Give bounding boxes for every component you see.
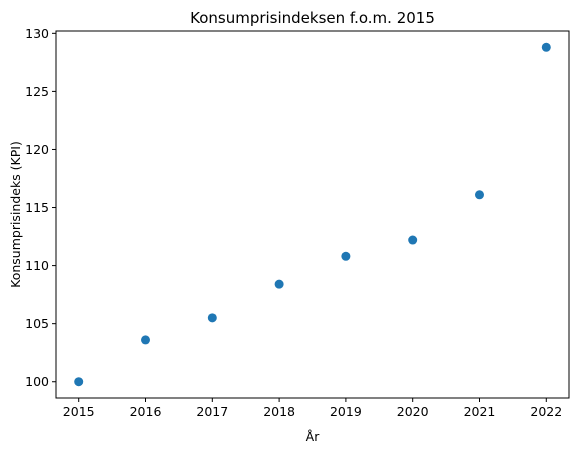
data-point [341,251,351,261]
y-axis-label: Konsumprisindeks (KPI) [8,141,23,288]
x-axis: 2015 2016 2017 2018 2019 2020 2021 2022 [63,398,562,419]
x-tick-label: 2018 [263,404,295,419]
x-tick-label: 2017 [196,404,228,419]
x-tick-label: 2015 [63,404,95,419]
x-tick-label: 2016 [130,404,162,419]
y-tick-label: 125 [25,84,49,99]
data-point [74,377,84,387]
y-tick-label: 120 [25,142,49,157]
y-tick-label: 105 [25,316,49,331]
y-tick-label: 130 [25,26,49,41]
y-tick-label: 110 [25,258,49,273]
data-point [274,279,284,289]
data-point [408,235,418,245]
y-tick-label: 100 [25,374,49,389]
data-point [474,190,484,200]
chart-title: Konsumprisindeksen f.o.m. 2015 [190,9,435,27]
x-axis-label: År [306,429,321,444]
y-axis: 100 105 110 115 120 125 130 [25,26,56,389]
data-point [207,313,217,323]
x-tick-label: 2020 [397,404,429,419]
x-tick-label: 2021 [464,404,496,419]
data-point [541,42,551,52]
data-points [74,42,551,387]
x-tick-label: 2019 [330,404,362,419]
plot-area [55,30,570,399]
y-tick-label: 115 [25,200,49,215]
data-point [141,335,151,345]
x-tick-label: 2022 [530,404,562,419]
